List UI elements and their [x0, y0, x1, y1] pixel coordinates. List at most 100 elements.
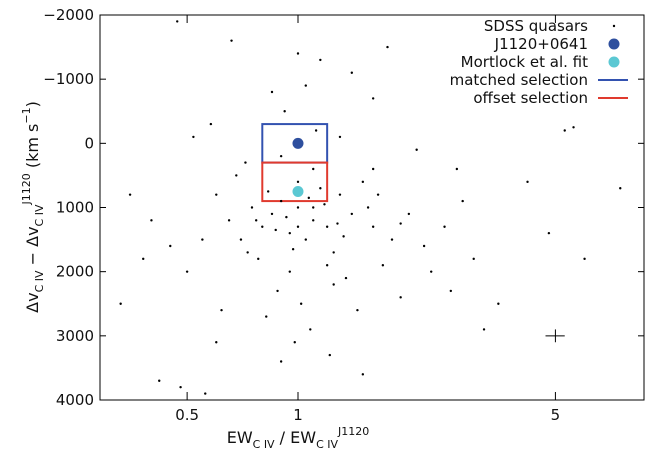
scatter-point — [257, 257, 260, 261]
scatter-point — [482, 328, 486, 331]
y-tick-label: 3000 — [56, 327, 94, 345]
scatter-point — [386, 45, 389, 49]
scatter-point — [332, 283, 335, 286]
x-tick-label: 0.5 — [175, 406, 199, 424]
y-axis-label-part: − Δv — [23, 226, 42, 270]
scatter-point — [230, 39, 233, 42]
scatter-point — [279, 199, 283, 203]
y-axis-label: ΔvC IV − ΔvC IVJ1120 (km s−1) — [20, 101, 46, 313]
scatter-point — [119, 302, 122, 305]
scatter-point — [526, 180, 529, 184]
scatter-point — [235, 174, 238, 177]
scatter-point — [142, 257, 145, 261]
scatter-point — [304, 84, 307, 87]
y-axis-label-part: C IV — [33, 204, 46, 226]
scatter-point — [246, 251, 249, 254]
scatter-point — [279, 154, 283, 158]
scatter-point — [361, 180, 365, 184]
scatter-point — [583, 257, 586, 261]
scatter-point — [158, 379, 161, 382]
scatter-point — [547, 231, 551, 235]
scatter-point — [319, 58, 322, 62]
x-tick-label: 1 — [293, 406, 303, 424]
scatter-point — [254, 219, 258, 222]
scatter-point — [283, 110, 286, 113]
scatter-point — [227, 219, 231, 222]
y-axis-label-part: Δv — [23, 292, 42, 312]
scatter-point — [342, 235, 345, 238]
scatter-point — [572, 126, 575, 129]
scatter-point — [344, 276, 348, 280]
x-axis-label: EWC IV / EWC IVJ1120 — [227, 425, 370, 451]
y-axis-label-part: −1 — [20, 107, 33, 123]
scatter-point — [192, 135, 195, 139]
scatter-point — [312, 219, 315, 222]
scatter-point — [304, 238, 307, 241]
scatter-point — [204, 392, 207, 395]
legend-label: matched selection — [450, 71, 588, 89]
y-tick-label: 2000 — [56, 263, 94, 281]
y-tick-label: −1000 — [43, 70, 94, 88]
x-tick-label: 5 — [551, 406, 561, 424]
legend-marker — [608, 38, 620, 50]
scatter-point — [336, 222, 339, 225]
selection-box — [261, 161, 329, 203]
scatter-point — [296, 180, 300, 184]
scatter-point — [312, 167, 315, 171]
scatter-point — [371, 97, 375, 100]
scatter-point — [510, 97, 513, 100]
scatter-point — [239, 238, 243, 241]
scatter-point — [261, 225, 264, 228]
scatter-point — [274, 228, 277, 232]
scatter-point — [497, 302, 500, 305]
scatter-point — [279, 360, 283, 363]
scatter-point — [270, 212, 274, 216]
scatter-point — [443, 225, 446, 228]
scatter-point — [332, 251, 335, 254]
scatter-point — [179, 385, 182, 389]
scatter-point — [619, 187, 622, 190]
y-axis-label-part: ) — [23, 101, 42, 107]
y-tick-label: 0 — [84, 134, 94, 152]
scatter-point — [220, 308, 223, 312]
scatter-point — [312, 206, 315, 209]
scatter-point — [128, 193, 132, 196]
scatter-point — [371, 225, 375, 228]
scatter-point — [291, 248, 295, 251]
scatter-point — [285, 215, 288, 219]
scatter-point — [215, 193, 218, 196]
legend-label: J1120+0641 — [494, 35, 588, 53]
x-axis-label-part: J1120 — [337, 425, 369, 438]
scatter-point — [270, 90, 274, 94]
y-axis-label-part: (km s — [23, 124, 42, 174]
scatter-point — [338, 193, 342, 196]
scatter-point — [296, 206, 300, 209]
scatter-point — [176, 20, 179, 23]
scatter-point — [296, 52, 300, 55]
scatter-point — [381, 264, 385, 267]
scatter-point — [323, 203, 326, 206]
scatter-point — [449, 289, 453, 293]
scatter-point — [250, 206, 254, 209]
scatter-point — [201, 238, 204, 241]
scatter-point — [563, 129, 566, 132]
scatter-point — [350, 212, 354, 216]
scatter-point — [325, 225, 329, 228]
scatter-point — [296, 225, 300, 228]
scatter-point — [299, 302, 303, 305]
scatter-point — [266, 190, 270, 193]
scatter-point — [288, 231, 291, 235]
scatter-point — [399, 222, 402, 225]
highlight-point — [292, 137, 304, 149]
scatter-point — [244, 161, 247, 164]
scatter-point — [407, 212, 411, 216]
x-axis-label-part: / EW — [275, 428, 317, 447]
scatter-point — [338, 135, 342, 139]
y-axis-label-part: J1120 — [20, 173, 33, 205]
scatter-point — [325, 264, 329, 267]
scatter-point — [319, 187, 322, 190]
highlight-point — [292, 185, 304, 197]
legend-label: SDSS quasars — [484, 17, 588, 35]
scatter-point — [461, 199, 464, 203]
